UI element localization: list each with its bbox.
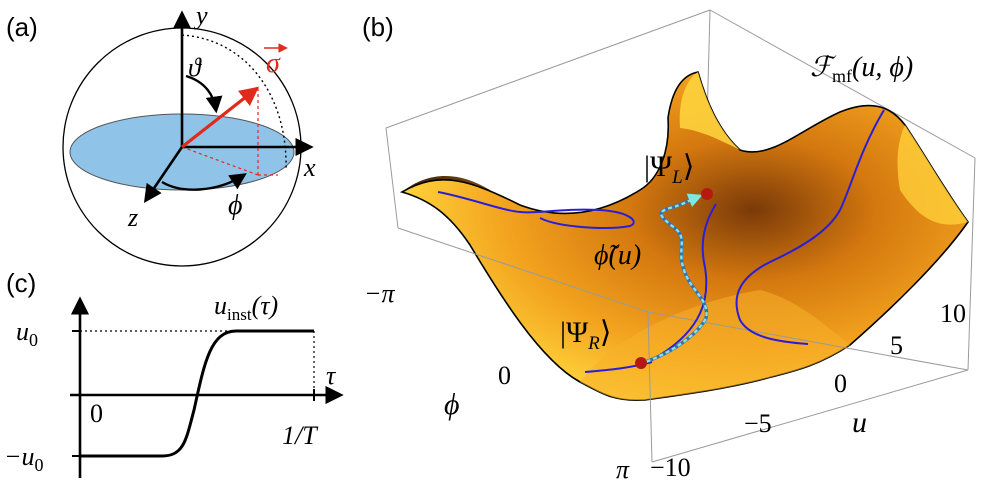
psi-L-label: |ΨL⟩ [644, 150, 694, 188]
c-tick-label-1T: 1/T [282, 421, 318, 450]
sigma-label: σ [266, 48, 281, 79]
bounding-box-front [397, 227, 969, 463]
panel-a-label: (a) [6, 12, 38, 42]
phi-axis-label: ϕ [444, 388, 460, 421]
panel-b: (b) [362, 9, 976, 484]
contour-lines [437, 109, 885, 373]
u-axis-label: u [852, 406, 867, 439]
sigma-vector [181, 86, 260, 149]
u-tick-minus-10: −10 [650, 453, 691, 482]
u-tick-10: 10 [940, 299, 966, 328]
panel-c: (c) u0 −u0 0 1/T τ uinst(τ) [4, 268, 344, 478]
axis-x-label: x [303, 153, 316, 182]
phi-label: ϕ [228, 190, 243, 221]
theta-arc [185, 74, 223, 114]
panel-c-label: (c) [6, 268, 36, 298]
phi-tick-0: 0 [498, 361, 511, 390]
psi-R-label: |ΨR⟩ [560, 316, 611, 354]
surface-ridge-highlight-right [897, 125, 968, 225]
u-tick-5: 5 [890, 331, 903, 360]
phi-tick-minus-pi: −π [364, 279, 396, 308]
path-label: ϕ̃(u) [594, 240, 641, 271]
surface-title: ℱmf(u, ϕ) [810, 52, 913, 86]
surface-front-shade [580, 290, 850, 401]
c-tick-label-minus-u0: −u0 [4, 442, 44, 475]
phi-arc [161, 173, 247, 191]
u-tick-0: 0 [834, 369, 847, 398]
c-tick-label-u0: u0 [16, 317, 38, 350]
surface-ridge-highlight [679, 72, 740, 150]
panel-a: (a) y x z ϑ ϕ σ [6, 1, 316, 267]
c-axis-label-tau: τ [326, 361, 337, 390]
u-tick-minus-5: −5 [744, 409, 772, 438]
instanton-curve [80, 329, 314, 458]
psi-R-point [635, 357, 647, 369]
bounding-box-back [385, 9, 976, 371]
vector-projection-horizontal [181, 146, 259, 176]
panel-b-label: (b) [362, 12, 394, 42]
c-tick-label-0: 0 [90, 399, 103, 428]
axis-z-label: z [127, 203, 138, 232]
c-curve-label: uinst(τ) [214, 291, 278, 324]
psi-L-point [701, 188, 713, 200]
phi-tick-pi: π [616, 455, 630, 484]
axis-y-label: y [193, 1, 208, 30]
instanton-path [639, 193, 708, 366]
z-axis-arrow [143, 146, 184, 204]
theta-label: ϑ [188, 53, 202, 82]
